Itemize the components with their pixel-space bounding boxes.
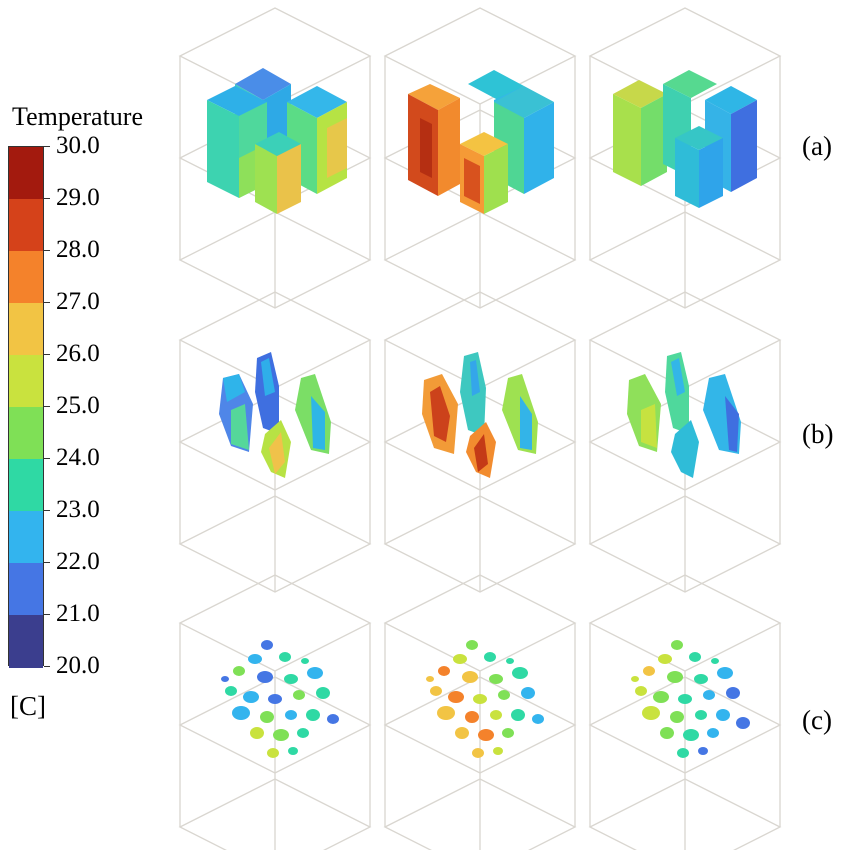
colorbar-segment <box>9 459 43 512</box>
colorbar-segment <box>9 615 43 668</box>
colorbar-tick-mark <box>44 406 50 407</box>
colorbar-tick-mark <box>44 354 50 355</box>
colorbar-tick-label: 23.0 <box>56 496 100 523</box>
panel-a1 <box>179 7 371 309</box>
row-label-a: (a) <box>802 131 832 161</box>
colorbar-tick-label: 30.0 <box>56 132 100 159</box>
colorbar-tick-label: 27.0 <box>56 288 100 315</box>
colorbar-tick-label: 29.0 <box>56 184 100 211</box>
panel-c2 <box>384 574 576 850</box>
colorbar-tick-mark <box>44 302 50 303</box>
colorbar-tick-mark <box>44 458 50 459</box>
colorbar-tick-label: 20.0 <box>56 652 100 679</box>
panel-c1 <box>179 574 371 850</box>
colorbar-tick-mark <box>44 250 50 251</box>
panel-c3 <box>589 574 781 850</box>
colorbar-segment <box>9 511 43 564</box>
colorbar-tick-label: 26.0 <box>56 340 100 367</box>
row-label-c: (c) <box>802 705 832 735</box>
colorbar-segment <box>9 355 43 408</box>
colorbar-tick-mark <box>44 146 50 147</box>
colorbar-tick-label: 22.0 <box>56 548 100 575</box>
colorbar-segment <box>9 199 43 252</box>
panel-b3 <box>589 291 781 593</box>
panel-b1 <box>179 291 371 593</box>
colorbar-tick-mark <box>44 614 50 615</box>
panel-b2 <box>384 291 576 593</box>
colorbar-tick-mark <box>44 562 50 563</box>
colorbar-tick-label: 24.0 <box>56 444 100 471</box>
panel-a2 <box>384 7 576 309</box>
panel-a3 <box>589 7 781 309</box>
temperature-colorbar <box>8 146 44 668</box>
colorbar-segment <box>9 563 43 616</box>
colorbar-segment <box>9 407 43 460</box>
colorbar-segment <box>9 147 43 200</box>
colorbar-segment <box>9 303 43 356</box>
row-label-b: (b) <box>802 419 834 449</box>
colorbar-tick-label: 28.0 <box>56 236 100 263</box>
colorbar-segment <box>9 251 43 304</box>
colorbar-tick-label: 25.0 <box>56 392 100 419</box>
legend-unit: [C] <box>10 691 46 721</box>
colorbar-tick-label: 21.0 <box>56 600 100 627</box>
colorbar-tick-mark <box>44 198 50 199</box>
colorbar-tick-mark <box>44 666 50 667</box>
legend-title: Temperature <box>12 102 143 131</box>
colorbar-tick-mark <box>44 510 50 511</box>
